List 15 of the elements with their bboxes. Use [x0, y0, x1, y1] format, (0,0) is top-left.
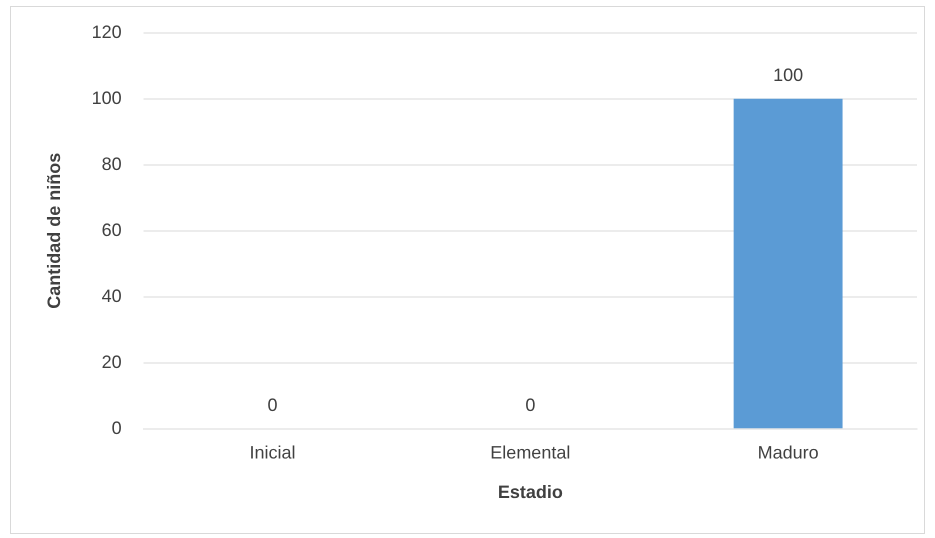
x-tick-label: Maduro	[758, 442, 819, 463]
x-tick-label: Inicial	[250, 442, 296, 463]
y-tick-label: 80	[102, 154, 122, 174]
y-tick-label: 120	[92, 22, 122, 42]
y-tick-label: 20	[102, 352, 122, 372]
y-tick-label: 60	[102, 220, 122, 240]
data-label: 0	[525, 394, 536, 415]
y-axis-title: Cantidad de niños	[44, 152, 64, 309]
y-tick-label: 40	[102, 286, 122, 306]
x-axis-title: Estadio	[498, 482, 563, 502]
y-tick-label: 100	[92, 88, 122, 108]
data-label: 0	[268, 394, 278, 415]
x-tick-label: Elemental	[490, 442, 570, 463]
data-label: 100	[773, 64, 804, 85]
y-tick-label: 0	[112, 418, 122, 438]
